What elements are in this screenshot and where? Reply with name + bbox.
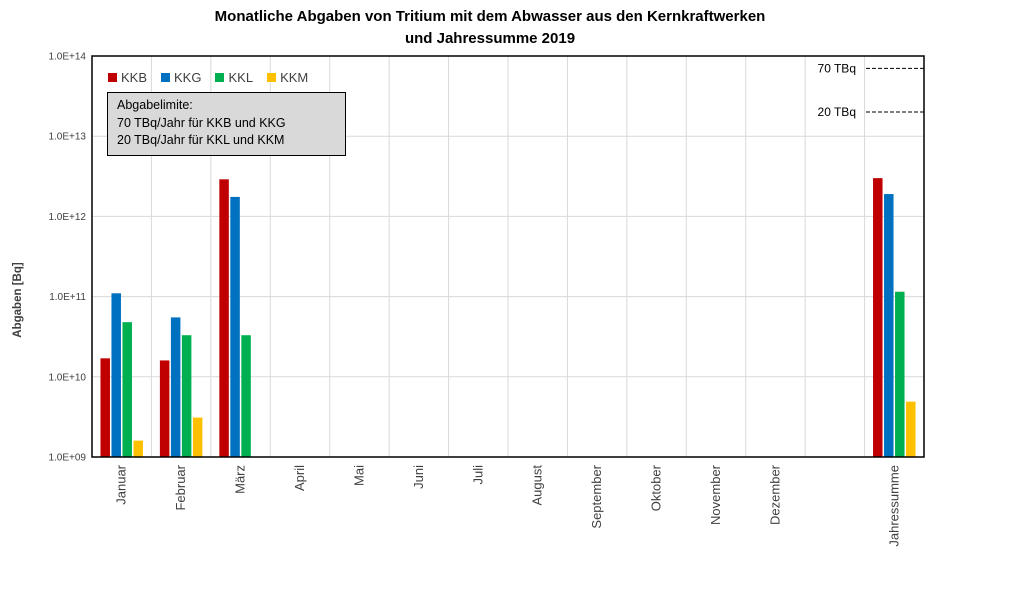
legend-label: KKG (174, 70, 202, 85)
legend-label: KKM (280, 70, 309, 85)
bar-kkb (159, 360, 170, 457)
x-tick-label: August (530, 465, 545, 506)
legend-item-kkl: KKL (215, 70, 253, 85)
bar-kkl (241, 335, 251, 457)
bar-kkl (122, 322, 132, 457)
bar-kkb (873, 178, 883, 457)
bar-kkg (111, 293, 121, 457)
legend-swatch (267, 73, 277, 82)
x-tick-label: Juni (411, 465, 426, 489)
y-tick-label: 1.0E+14 (48, 52, 86, 63)
legend-swatch (108, 73, 117, 82)
x-tick-label: Jahressumme (886, 465, 901, 547)
chart-title-line1: Monatliche Abgaben von Tritium mit dem A… (214, 8, 766, 25)
bar-kkl (895, 291, 905, 457)
bar-kkg (170, 317, 181, 457)
chart-title: Monatliche Abgaben von Tritium mit dem A… (0, 6, 980, 50)
bar-kkm (192, 417, 203, 457)
y-tick-label: 1.0E+12 (48, 212, 86, 223)
bar-kkg (884, 194, 894, 458)
legend-item-kkg: KKG (161, 70, 201, 85)
limits-kkb-kkg: 70 TBq/Jahr für KKB und KKG (117, 115, 286, 130)
bar-kkm (906, 401, 916, 457)
legend-label: KKB (121, 70, 148, 85)
legend-item-kkb: KKB (108, 70, 147, 85)
y-tick-label: 1.0E+13 (48, 132, 86, 143)
y-tick-label: 1.0E+10 (48, 372, 86, 383)
legend-label: KKL (228, 70, 254, 85)
y-tick-label: 1.0E+11 (49, 292, 86, 303)
bar-kkg (230, 196, 240, 457)
x-tick-label: Mai (351, 465, 366, 486)
x-tick-label: März (233, 465, 248, 494)
x-tick-label: Februar (173, 464, 188, 510)
limits-title: Abgabelimite: (117, 98, 193, 112)
bar-kkb (100, 358, 110, 457)
bar-kkb (219, 179, 229, 457)
bar-kkm (133, 440, 143, 457)
limits-box: Abgabelimite: 70 TBq/Jahr für KKB und KK… (107, 92, 346, 156)
x-tick-label: Oktober (649, 464, 664, 511)
x-tick-label: Januar (114, 464, 129, 504)
x-tick-label: April (292, 465, 307, 491)
limit-label-70: 70 TBq (818, 61, 856, 75)
legend-swatch (161, 73, 171, 82)
plot-border (91, 55, 925, 458)
limits-kkl-kkm: 20 TBq/Jahr für KKL und KKM (117, 133, 285, 147)
legend-item-kkm: KKM (267, 70, 308, 85)
y-tick-label: 1.0E+09 (48, 453, 86, 464)
legend: KKB KKG KKL KKM (108, 70, 308, 85)
legend-swatch (215, 73, 225, 82)
x-tick-label: November (708, 464, 723, 525)
chart-title-line2: und Jahressumme 2019 (404, 30, 576, 47)
bar-kkl (181, 335, 192, 457)
x-tick-label: Juli (470, 465, 485, 485)
x-tick-label: Dezember (767, 464, 782, 525)
x-tick-label: September (589, 464, 604, 528)
limit-label-20: 20 TBq (818, 105, 856, 119)
